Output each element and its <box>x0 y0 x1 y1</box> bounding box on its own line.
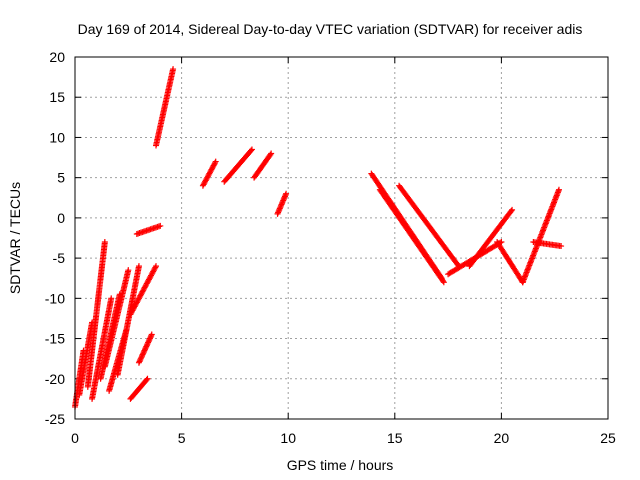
grid-lines <box>75 57 608 419</box>
data-point <box>136 358 143 365</box>
data-points <box>72 66 565 410</box>
x-tick-label: 25 <box>600 430 616 446</box>
data-point <box>509 206 516 213</box>
data-point <box>152 264 159 271</box>
data-point <box>283 190 290 197</box>
y-tick-label: -25 <box>45 411 65 427</box>
data-point <box>147 334 154 341</box>
data-point <box>144 340 151 347</box>
x-tick-label: 5 <box>178 430 186 446</box>
data-point <box>148 332 155 339</box>
y-tick-label: 0 <box>57 210 65 226</box>
axis-ticks <box>74 56 609 420</box>
data-point <box>157 222 164 229</box>
data-point <box>142 346 149 353</box>
data-point <box>558 243 565 250</box>
data-point <box>268 150 275 157</box>
data-point <box>212 158 219 165</box>
data-point <box>170 66 177 73</box>
data-point <box>138 354 145 361</box>
data-point <box>267 151 274 158</box>
data-point <box>139 352 146 359</box>
data-point <box>135 359 142 366</box>
y-axis-label: SDTVAR / TECUs <box>7 182 23 294</box>
data-point <box>135 263 142 270</box>
data-point <box>143 343 150 350</box>
data-point <box>146 335 153 342</box>
data-point <box>143 376 150 383</box>
data-point <box>148 331 155 338</box>
data-point <box>508 208 515 215</box>
data-point <box>143 342 150 349</box>
tick-labels: 0 5 10 15 20 25 -25 -20 -15 -10 -5 0 5 10 15 20 <box>45 49 616 446</box>
data-point <box>555 186 562 193</box>
y-tick-label: 5 <box>57 170 65 186</box>
y-tick-label: -15 <box>45 331 65 347</box>
data-point <box>145 338 152 345</box>
data-point <box>140 350 147 357</box>
y-tick-label: -10 <box>45 290 65 306</box>
data-point <box>440 279 447 286</box>
y-tick-label: 10 <box>49 129 65 145</box>
data-point <box>145 339 152 346</box>
x-tick-label: 10 <box>280 430 296 446</box>
data-point <box>146 336 153 343</box>
x-axis-label: GPS time / hours <box>287 457 394 473</box>
data-point <box>153 263 160 270</box>
y-tick-label: -5 <box>53 250 66 266</box>
x-tick-label: 15 <box>387 430 403 446</box>
data-point <box>137 355 144 362</box>
data-point <box>144 375 151 382</box>
data-point <box>108 295 115 302</box>
data-point <box>212 159 219 166</box>
data-point <box>137 357 144 364</box>
y-tick-label: 20 <box>49 49 65 65</box>
data-point <box>140 348 147 355</box>
y-tick-label: -20 <box>45 371 65 387</box>
data-point <box>439 278 446 285</box>
data-point <box>125 267 132 274</box>
data-point <box>247 147 254 154</box>
data-point <box>101 239 108 246</box>
x-tick-label: 20 <box>494 430 510 446</box>
data-point <box>139 351 146 358</box>
x-tick-label: 0 <box>71 430 79 446</box>
y-tick-label: 15 <box>49 89 65 105</box>
data-point <box>142 344 149 351</box>
plot-frame <box>74 56 609 420</box>
chart-title: Day 169 of 2014, Sidereal Day-to-day VTE… <box>78 21 583 37</box>
data-point <box>248 146 255 153</box>
data-point <box>141 347 148 354</box>
